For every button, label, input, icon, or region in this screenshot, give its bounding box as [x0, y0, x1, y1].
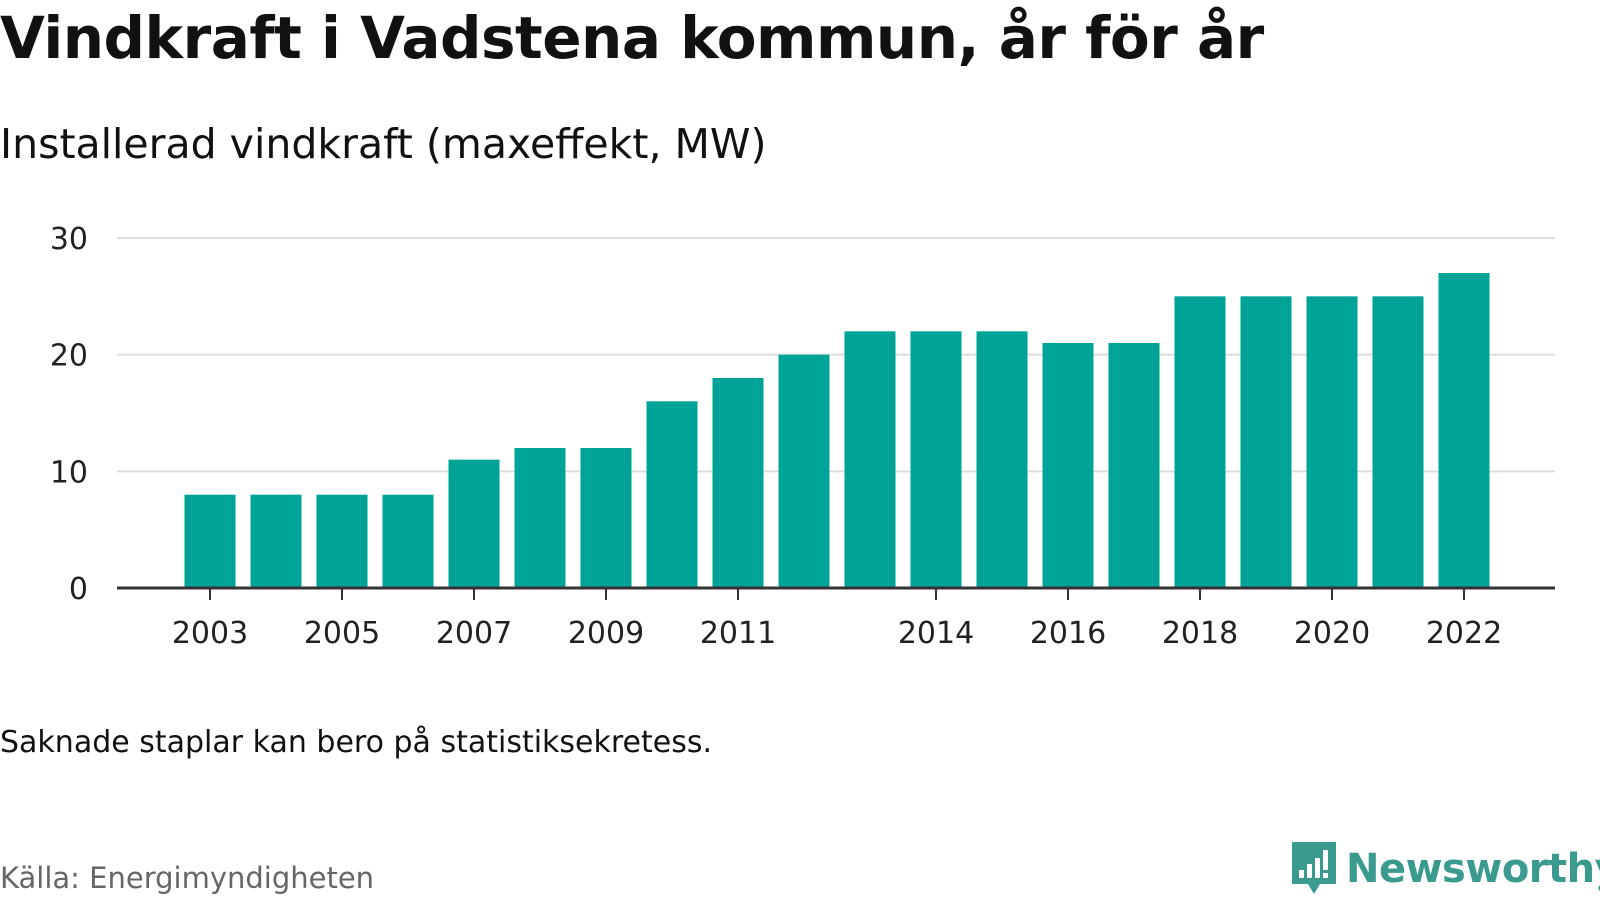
x-tick-label-2003: 2003: [172, 616, 248, 651]
x-tick-label-2016: 2016: [1030, 616, 1106, 651]
bar-2011: [712, 378, 764, 588]
bar-2016: [1042, 343, 1094, 588]
x-tick-label-2007: 2007: [436, 616, 512, 651]
bar-2003: [184, 494, 236, 588]
y-tick-label-10: 10: [50, 455, 88, 490]
x-tick-label-2011: 2011: [700, 616, 776, 651]
bar-2010: [646, 401, 698, 588]
chart-note: Saknade staplar kan bero på statistiksek…: [0, 725, 713, 760]
x-tick-label-2020: 2020: [1294, 616, 1370, 651]
x-tick-label-2022: 2022: [1426, 616, 1502, 651]
brand-name: Newsworthy: [1346, 846, 1600, 892]
y-tick-label-30: 30: [50, 222, 88, 257]
axes: [117, 586, 1555, 600]
bar-2020: [1306, 296, 1358, 588]
bar-2012: [778, 354, 830, 588]
chart-title: Vindkraft i Vadstena kommun, år för år: [0, 4, 1264, 72]
y-tick-label-0: 0: [69, 572, 88, 607]
bar-2005: [316, 494, 368, 588]
bar-2006: [382, 494, 434, 588]
bar-2018: [1174, 296, 1226, 588]
bar-chart: 0 10 20 30 2003 2005 2007 2009 2011 2014 2016 2018 2…: [50, 222, 1555, 651]
bar-2019: [1240, 296, 1292, 588]
bar-2022: [1438, 273, 1490, 588]
newsworthy-logo-icon: [1292, 842, 1336, 894]
x-tick-label-2005: 2005: [304, 616, 380, 651]
chart-subtitle: Installerad vindkraft (maxeffekt, MW): [0, 120, 767, 168]
x-tick-label-2009: 2009: [568, 616, 644, 651]
y-tick-label-20: 20: [50, 339, 88, 374]
bar-2007: [448, 459, 500, 588]
source-credit: Källa: Energimyndigheten: [0, 861, 375, 895]
brand-logo[interactable]: Newsworthy: [1290, 840, 1600, 898]
bar-2017: [1108, 343, 1160, 588]
x-tick-label-2014: 2014: [898, 616, 974, 651]
bars: [184, 273, 1490, 588]
bar-2014: [910, 331, 962, 588]
bar-2015: [976, 331, 1028, 588]
tick-labels: 0 10 20 30 2003 2005 2007 2009 2011 2014 2016 2018 2…: [50, 222, 1502, 651]
bar-2009: [580, 448, 632, 588]
bar-2004: [250, 494, 302, 588]
bar-2008: [514, 448, 566, 588]
bar-2021: [1372, 296, 1424, 588]
bar-2013: [844, 331, 896, 588]
x-tick-label-2018: 2018: [1162, 616, 1238, 651]
